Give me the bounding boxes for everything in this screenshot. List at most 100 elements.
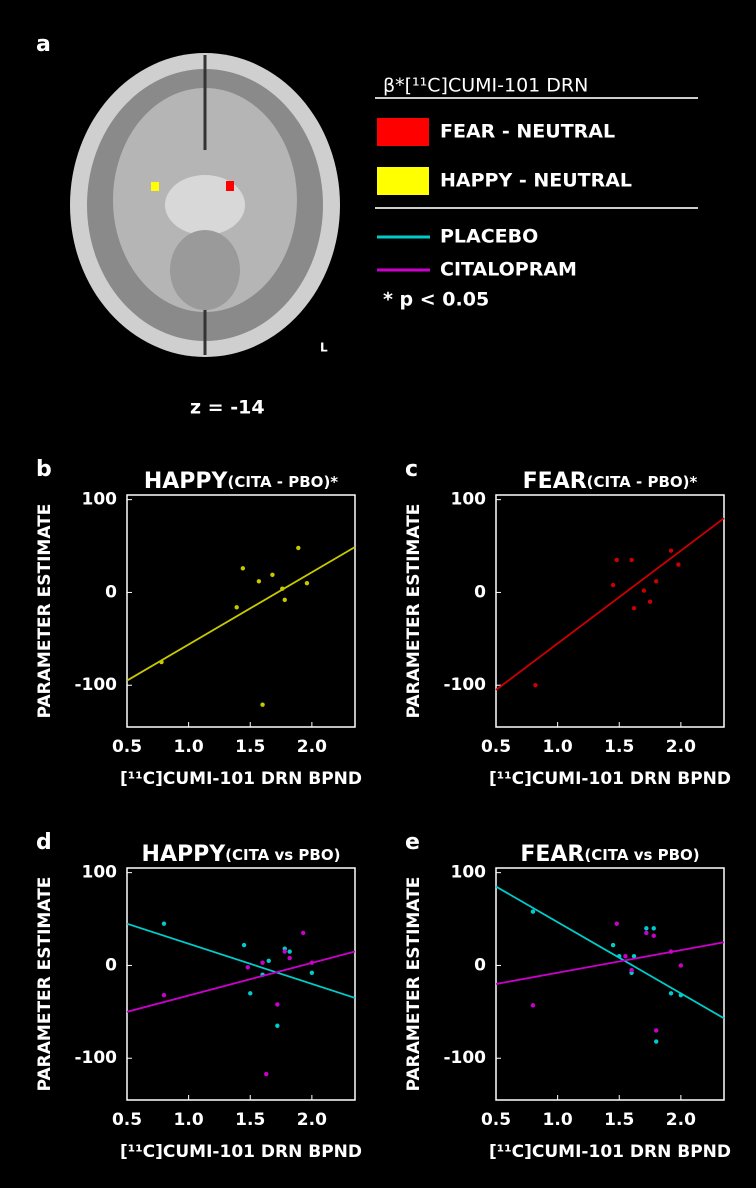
data-point [678, 963, 684, 968]
plot-area [126, 867, 356, 1101]
title-sub: (CITA - PBO)* [587, 473, 698, 491]
data-point [654, 1039, 659, 1044]
x-tick-label: 1.5 [604, 1110, 634, 1130]
y-tick-label: 100 [451, 863, 487, 883]
data-point [530, 909, 536, 914]
data-point [668, 548, 674, 553]
panel-label: a [36, 32, 51, 57]
x-tick-label: 1.0 [543, 737, 573, 757]
data-point [241, 942, 247, 948]
data-point [651, 926, 656, 931]
data-point [234, 605, 239, 610]
data-point [668, 991, 674, 996]
fit-line [495, 885, 725, 1020]
data-point [623, 953, 628, 959]
title-sub: (CITA - PBO)* [227, 473, 338, 491]
data-point [629, 557, 634, 563]
data-point [280, 586, 285, 591]
fit-line [495, 941, 725, 985]
data-point [256, 579, 262, 584]
data-point [275, 1023, 280, 1028]
data-point [644, 930, 649, 936]
title-sub: (CITA vs PBO) [225, 846, 340, 864]
x-axis-label: [¹¹C]CUMI-101 DRN BPND [489, 769, 731, 789]
data-point [309, 960, 315, 965]
orientation-label: L [320, 341, 328, 355]
x-tick-label: 2.0 [297, 737, 327, 757]
legend-label: HAPPY - NEUTRAL [440, 170, 632, 192]
x-tick-label: 2.0 [297, 1110, 327, 1130]
title-main: HAPPY [142, 842, 227, 867]
chart-title: FEAR(CITA vs PBO) [520, 842, 699, 867]
title-sub: (CITA vs PBO) [584, 846, 699, 864]
x-tick-label: 1.0 [174, 737, 204, 757]
data-point [260, 960, 265, 965]
data-point [248, 991, 253, 996]
chart-title: HAPPY(CITA vs PBO) [142, 842, 341, 867]
data-point [159, 659, 164, 665]
fit-line [495, 517, 725, 691]
plot-area [126, 494, 356, 728]
x-tick-label: 2.0 [666, 737, 696, 757]
y-axis-label: PARAMETER ESTIMATE [404, 877, 424, 1092]
y-tick-label: 0 [474, 582, 486, 602]
slice-label: z = -14 [190, 397, 265, 419]
data-point [275, 1002, 280, 1007]
data-point [647, 599, 653, 604]
legend-label: CITALOPRAM [440, 259, 577, 281]
data-point [614, 557, 619, 563]
data-point [654, 579, 659, 584]
data-point [161, 992, 167, 998]
fit-line [126, 950, 356, 1013]
data-point [161, 921, 167, 926]
data-point [631, 953, 637, 959]
data-point [282, 949, 287, 954]
fit-line [126, 546, 356, 682]
x-tick-label: 0.5 [481, 737, 511, 757]
legend-swatch [377, 118, 429, 146]
legend-label: PLACEBO [440, 226, 538, 248]
title-main: HAPPY [144, 469, 229, 494]
title-main: FEAR [523, 469, 587, 494]
data-point [610, 942, 616, 948]
y-tick-label: 0 [105, 955, 117, 975]
panel-label: c [405, 457, 418, 482]
data-point [610, 582, 616, 588]
x-tick-label: 1.5 [235, 1110, 265, 1130]
panel-label: b [36, 457, 52, 482]
y-tick-label: -100 [74, 675, 117, 695]
x-tick-label: 0.5 [112, 1110, 142, 1130]
y-tick-label: 100 [82, 863, 118, 883]
y-tick-label: -100 [74, 1048, 117, 1068]
data-point [629, 967, 634, 973]
y-axis-label: PARAMETER ESTIMATE [35, 504, 55, 719]
data-point [240, 566, 246, 571]
y-tick-label: 100 [82, 490, 118, 510]
data-point [304, 580, 310, 586]
panel-label: d [36, 830, 52, 855]
data-point [245, 965, 250, 970]
data-point [260, 702, 265, 707]
y-tick-label: -100 [443, 675, 486, 695]
significance-note: * p < 0.05 [383, 289, 489, 311]
x-tick-label: 1.0 [543, 1110, 573, 1130]
x-tick-label: 1.0 [174, 1110, 204, 1130]
data-point [617, 953, 622, 959]
y-axis-label: PARAMETER ESTIMATE [404, 504, 424, 719]
y-tick-label: -100 [443, 1048, 486, 1068]
data-point [668, 949, 674, 954]
y-tick-label: 100 [451, 490, 487, 510]
data-point [270, 572, 275, 578]
title-main: FEAR [520, 842, 584, 867]
data-point [644, 926, 649, 931]
brain-image [70, 53, 340, 357]
chart-title: HAPPY(CITA - PBO)* [144, 469, 338, 494]
data-point [287, 949, 292, 954]
legend-title: β*[¹¹C]CUMI-101 DRN [383, 75, 588, 97]
x-tick-label: 0.5 [481, 1110, 511, 1130]
x-tick-label: 1.5 [604, 737, 634, 757]
x-tick-label: 0.5 [112, 737, 142, 757]
data-point [533, 683, 538, 688]
data-point [631, 606, 637, 611]
